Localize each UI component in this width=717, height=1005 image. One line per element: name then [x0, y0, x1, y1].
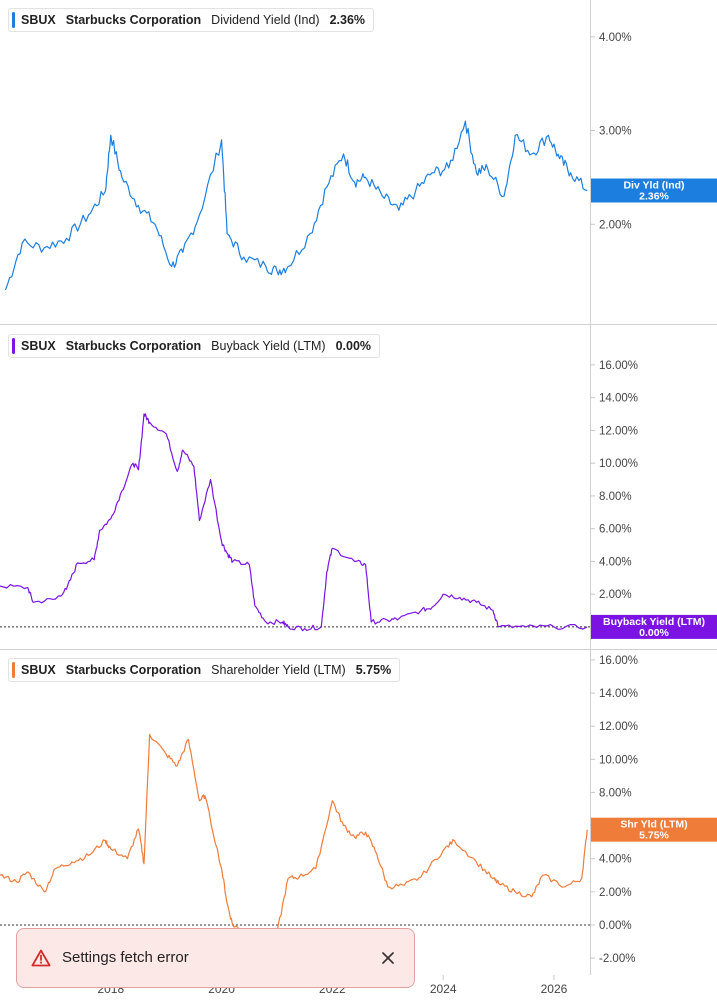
y-tick-label: 0.00% — [599, 920, 632, 932]
series-line — [4, 120, 588, 291]
current-value-badge — [591, 614, 717, 639]
legend-metric: Buyback Yield (LTM) — [211, 339, 326, 353]
legend-ticker: SBUX — [21, 13, 56, 27]
y-tick-label: 2.00% — [599, 589, 632, 601]
y-tick-label: 12.00% — [599, 721, 638, 733]
y-tick-label: 16.00% — [599, 360, 638, 372]
y-tick-label: 4.00% — [599, 556, 632, 568]
legend-metric: Shareholder Yield (LTM) — [211, 663, 346, 677]
y-tick-label: 12.00% — [599, 425, 638, 437]
legend-company: Starbucks Corporation — [65, 13, 202, 27]
y-tick-label: 4.00% — [599, 854, 632, 866]
current-value-badge — [591, 817, 717, 842]
y-tick-label: 14.00% — [599, 688, 638, 700]
legend-value: 2.36% — [329, 13, 366, 27]
toast-message: Settings fetch error — [62, 949, 189, 966]
badge-value: 5.75% — [639, 830, 669, 842]
y-tick-label: 10.00% — [599, 754, 638, 766]
legend-shareholder-yield[interactable]: SBUX Starbucks Corporation Shareholder Y… — [8, 658, 401, 682]
y-tick-label: 2.00% — [599, 887, 632, 899]
badge-value: 2.36% — [639, 191, 669, 203]
badge-label: Div Yld (Ind) — [623, 180, 684, 192]
series-line — [0, 733, 588, 937]
legend-buyback-yield[interactable]: SBUX Starbucks Corporation Buyback Yield… — [8, 334, 381, 358]
legend-dividend-yield[interactable]: SBUX Starbucks Corporation Dividend Yiel… — [8, 8, 375, 32]
series-color-swatch — [12, 338, 15, 354]
badge-value: 0.00% — [639, 627, 669, 639]
legend-metric: Dividend Yield (Ind) — [211, 13, 320, 27]
legend-ticker: SBUX — [21, 663, 56, 677]
badge-label: Buyback Yield (LTM) — [603, 616, 705, 628]
error-toast: Settings fetch error — [16, 928, 415, 988]
series-color-swatch — [12, 662, 15, 678]
series-color-swatch — [12, 12, 15, 28]
x-tick-label: 2026 — [541, 982, 568, 996]
y-tick-label: 16.00% — [599, 655, 638, 667]
legend-value: 0.00% — [335, 339, 372, 353]
legend-ticker: SBUX — [21, 339, 56, 353]
series-line — [0, 413, 588, 632]
y-tick-label: 6.00% — [599, 524, 632, 536]
badge-label: Shr Yld (LTM) — [620, 819, 687, 831]
close-icon[interactable] — [378, 948, 398, 968]
warning-triangle-icon — [31, 949, 51, 967]
legend-company: Starbucks Corporation — [65, 663, 202, 677]
y-tick-label: 10.00% — [599, 458, 638, 470]
x-tick-label: 2024 — [430, 982, 457, 996]
current-value-badge — [591, 178, 717, 203]
y-tick-label: 8.00% — [599, 787, 632, 799]
y-tick-label: 14.00% — [599, 393, 638, 405]
legend-value: 5.75% — [355, 663, 392, 677]
y-tick-label: 8.00% — [599, 491, 632, 503]
y-tick-label: 4.00% — [599, 32, 632, 44]
y-tick-label: 3.00% — [599, 126, 632, 138]
legend-company: Starbucks Corporation — [65, 339, 202, 353]
y-tick-label: -2.00% — [599, 953, 635, 965]
y-tick-label: 2.00% — [599, 219, 632, 231]
